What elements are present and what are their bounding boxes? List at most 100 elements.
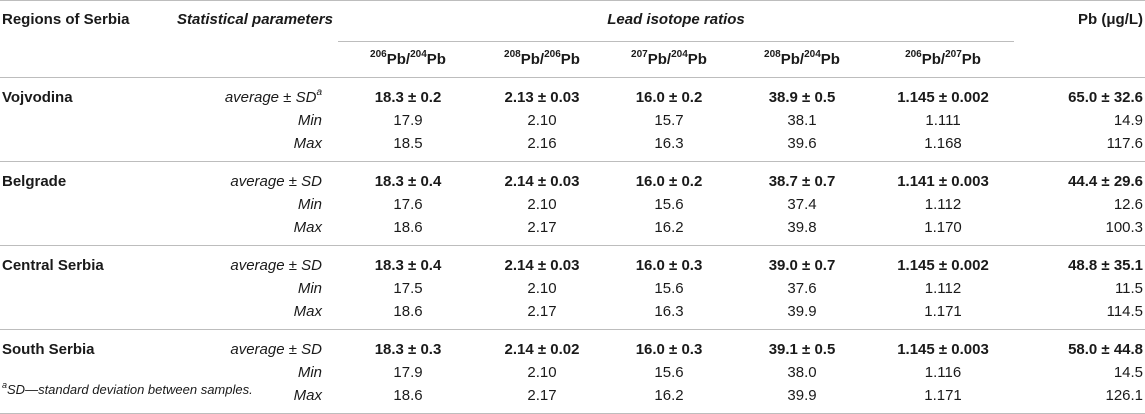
- ratio-value: 2.17: [478, 384, 606, 414]
- ratio-value: 16.0 ± 0.3: [635, 341, 703, 358]
- header-pb: Pb (μg/L): [1014, 0, 1145, 42]
- ratio-value: 16.0 ± 0.2: [635, 173, 703, 190]
- region-name: Belgrade: [2, 173, 67, 190]
- ratio-denominator-element: Pb: [560, 51, 580, 68]
- ratio-value: 2.17: [478, 216, 606, 246]
- ratio-header-3: 208Pb/204Pb: [732, 41, 872, 78]
- ratio-value: 17.6: [393, 196, 423, 213]
- ratio-value: 1.145 ± 0.003: [897, 341, 989, 358]
- stat-parameter: Min: [163, 109, 338, 132]
- table-body: Vojvodina average ± SDa 18.3 ± 0.2 2.13 ± 0…: [0, 78, 1145, 414]
- ratio-value: 16.3: [606, 132, 732, 162]
- stat-parameter: Min: [163, 277, 338, 300]
- ratio-separator: /: [405, 51, 411, 68]
- ratio-value: 37.4: [787, 196, 817, 213]
- ratio-numerator-mass: 206: [905, 49, 922, 60]
- ratio-value: 15.6: [654, 280, 684, 297]
- ratio-value: 38.0: [787, 364, 817, 381]
- stat-parameter: Max: [163, 132, 338, 162]
- region-spacer: [0, 300, 163, 330]
- ratio-denominator-element: Pb: [426, 51, 446, 68]
- region-name: Vojvodina: [2, 89, 73, 106]
- region-spacer: [0, 193, 163, 216]
- ratio-header-4: 206Pb/207Pb: [872, 41, 1015, 78]
- stat-label: average ± SD: [224, 89, 317, 106]
- region-spacer: [0, 361, 163, 384]
- ratio-value: 18.3 ± 0.4: [374, 257, 442, 274]
- pb-value: 126.1: [1014, 384, 1145, 414]
- pb-value: 44.4 ± 29.6: [1068, 173, 1144, 190]
- ratio-value: 1.145 ± 0.002: [897, 89, 989, 106]
- ratio-value: 16.2: [606, 384, 732, 414]
- ratio-denominator-element: Pb: [820, 51, 840, 68]
- ratio-value: 2.14 ± 0.03: [504, 257, 580, 274]
- ratio-value: 37.6: [787, 280, 817, 297]
- stat-parameter: Max: [163, 300, 338, 330]
- header-lead-isotope-ratios: Lead isotope ratios: [338, 0, 1015, 42]
- table-row: Min 17.6 2.10 15.6 37.4 1.112 12.6: [0, 193, 1145, 216]
- ratio-value: 18.6: [338, 300, 478, 330]
- ratio-value: 18.3 ± 0.3: [374, 341, 442, 358]
- pb-value: 12.6: [1113, 196, 1144, 213]
- footnote-marker: a: [2, 379, 8, 390]
- stat-label: average ± SD: [230, 341, 322, 358]
- ratio-value: 2.14 ± 0.02: [504, 341, 580, 358]
- stat-label: Max: [293, 135, 322, 152]
- ratio-value: 38.9 ± 0.5: [768, 89, 836, 106]
- ratio-value: 1.112: [924, 196, 962, 213]
- ratio-value: 2.10: [527, 280, 557, 297]
- ratio-value: 1.141 ± 0.003: [897, 173, 989, 190]
- ratio-value: 1.168: [872, 132, 1015, 162]
- footnote-text: SD—standard deviation between samples.: [7, 382, 253, 397]
- ratio-denominator-element: Pb: [961, 51, 981, 68]
- pb-value: 14.5: [1113, 364, 1144, 381]
- ratio-denominator-mass: 207: [945, 49, 962, 60]
- stat-label: Max: [293, 387, 322, 404]
- stat-label: average ± SD: [230, 173, 322, 190]
- ratio-value: 39.9: [732, 384, 872, 414]
- ratio-numerator-mass: 206: [370, 49, 387, 60]
- ratio-value: 39.1 ± 0.5: [768, 341, 836, 358]
- stat-parameter: Min: [163, 361, 338, 384]
- ratio-value: 2.17: [478, 300, 606, 330]
- ratio-numerator-element: Pb: [386, 51, 406, 68]
- region-name: Central Serbia: [2, 257, 104, 274]
- ratio-separator: /: [799, 51, 805, 68]
- table-row: Min 17.9 2.10 15.6 38.0 1.116 14.5: [0, 361, 1145, 384]
- ratio-value: 17.9: [393, 112, 423, 129]
- stat-parameter: Min: [163, 193, 338, 216]
- ratio-value: 15.7: [654, 112, 684, 129]
- ratio-value: 2.10: [527, 364, 557, 381]
- ratio-denominator-mass: 204: [410, 49, 427, 60]
- region-name: South Serbia: [2, 341, 95, 358]
- ratio-value: 2.14 ± 0.03: [504, 173, 580, 190]
- pb-value: 14.9: [1113, 112, 1144, 129]
- ratio-numerator-mass: 208: [764, 49, 781, 60]
- ratio-numerator-element: Pb: [921, 51, 941, 68]
- ratio-separator: /: [539, 51, 545, 68]
- pb-value: 114.5: [1014, 300, 1145, 330]
- stat-footnote-marker: a: [316, 87, 322, 98]
- table-row: Min 17.5 2.10 15.6 37.6 1.112 11.5: [0, 277, 1145, 300]
- region-spacer: [0, 132, 163, 162]
- pb-value: 117.6: [1014, 132, 1145, 162]
- header-regions: Regions of Serbia: [0, 0, 163, 42]
- ratio-denominator-mass: 204: [804, 49, 821, 60]
- ratio-value: 1.116: [924, 364, 962, 381]
- table-row: Vojvodina average ± SDa 18.3 ± 0.2 2.13 ± 0…: [0, 78, 1145, 110]
- stat-parameter: average ± SD: [163, 162, 338, 194]
- ratio-value: 39.6: [732, 132, 872, 162]
- table-row: Max 18.6 2.17 16.3 39.9 1.171 114.5: [0, 300, 1145, 330]
- ratio-value: 18.6: [338, 216, 478, 246]
- pb-value: 65.0 ± 32.6: [1068, 89, 1144, 106]
- ratio-value: 2.16: [478, 132, 606, 162]
- stat-label: Min: [297, 364, 322, 381]
- table-row: Max 18.6 2.17 16.2 39.8 1.170 100.3: [0, 216, 1145, 246]
- ratio-separator: /: [940, 51, 946, 68]
- header-spacer: [163, 41, 338, 78]
- ratio-header-row: 206Pb/204Pb 208Pb/206Pb 207Pb/204Pb 208Pb/2…: [0, 41, 1145, 78]
- ratio-value: 1.111: [925, 112, 961, 129]
- header-spacer: [0, 41, 163, 78]
